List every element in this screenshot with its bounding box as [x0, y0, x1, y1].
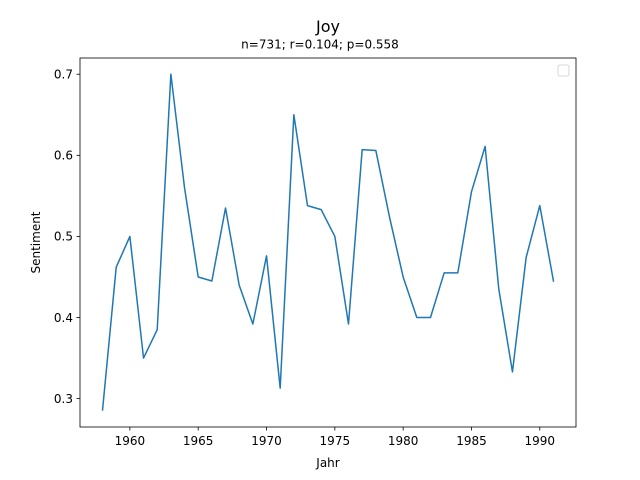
y-tick-label: 0.6: [54, 149, 73, 163]
x-tick-label: 1985: [456, 434, 487, 448]
chart-title: Joy: [315, 17, 340, 36]
y-tick-label: 0.3: [54, 392, 73, 406]
x-tick-label: 1970: [251, 434, 282, 448]
axis-ticks: 1960 1965 1970 1975 1980 1985 1990 0.3 0.4 0.5 0.6…: [54, 68, 555, 448]
series-line-0: [101, 73, 555, 411]
x-tick-label: 1990: [525, 434, 556, 448]
x-tick-label: 1975: [320, 434, 351, 448]
x-tick-label: 1960: [115, 434, 146, 448]
plot-frame: [79, 57, 577, 428]
y-tick-label: 0.5: [54, 230, 73, 244]
chart-subtitle: n=731; r=0.104; p=0.558: [241, 38, 399, 52]
x-tick-label: 1965: [183, 434, 214, 448]
legend-box: [557, 64, 570, 77]
y-tick-label: 0.7: [54, 68, 73, 82]
x-axis-label: Jahr: [315, 456, 339, 470]
y-axis-label: Sentiment: [29, 211, 43, 273]
x-tick-label: 1980: [388, 434, 419, 448]
plot-area: [101, 73, 555, 411]
y-tick-label: 0.4: [54, 311, 73, 325]
